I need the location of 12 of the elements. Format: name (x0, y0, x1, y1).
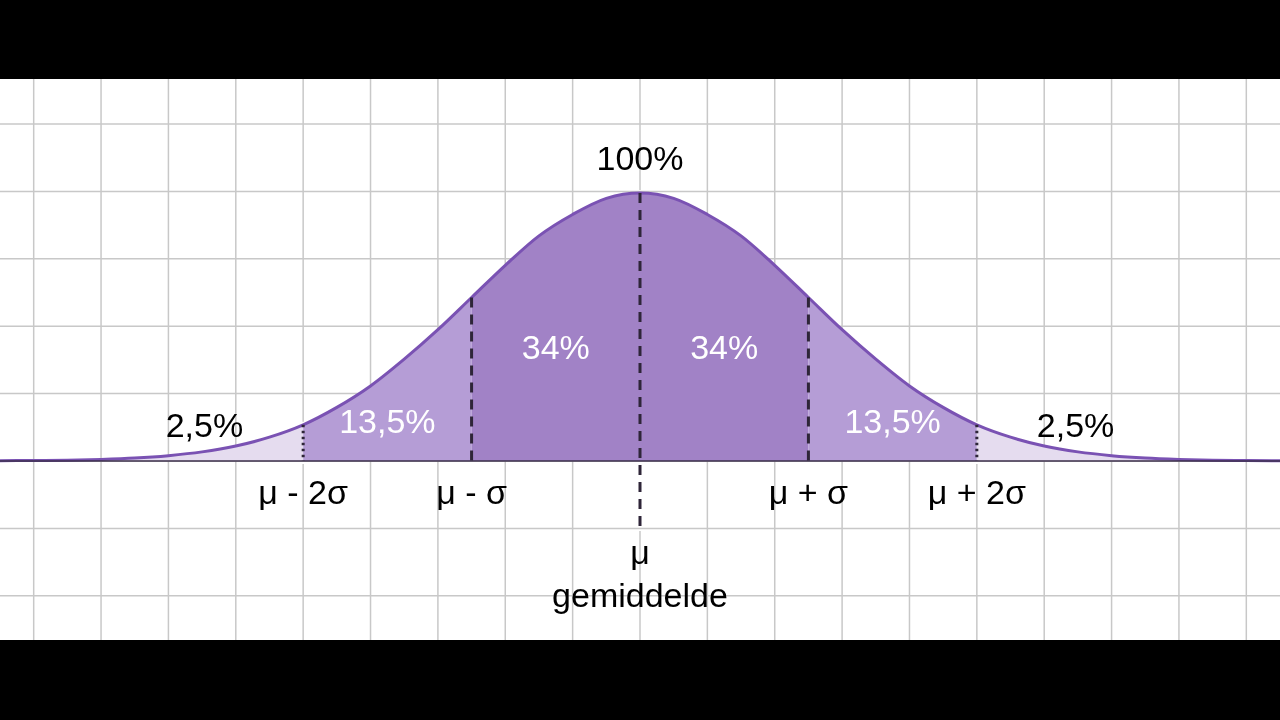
annotation: 2,5% (165, 405, 244, 444)
ref-line-label: μ - σ (436, 473, 507, 511)
annotation: 34% (521, 328, 590, 367)
x-tick-label: μ - 2σ (258, 473, 349, 511)
ref-line-label: μ + σ (768, 473, 849, 511)
annotation: 2,5% (1036, 405, 1115, 444)
annotation: 13,5% (844, 401, 941, 440)
text: 100% (596, 139, 684, 177)
annotation: 34% (690, 328, 759, 367)
annotation: 13,5% (339, 401, 436, 440)
x-tick-label: μ + 2σ (927, 473, 1026, 511)
ref-line-label: μ gemiddelde (552, 533, 728, 614)
